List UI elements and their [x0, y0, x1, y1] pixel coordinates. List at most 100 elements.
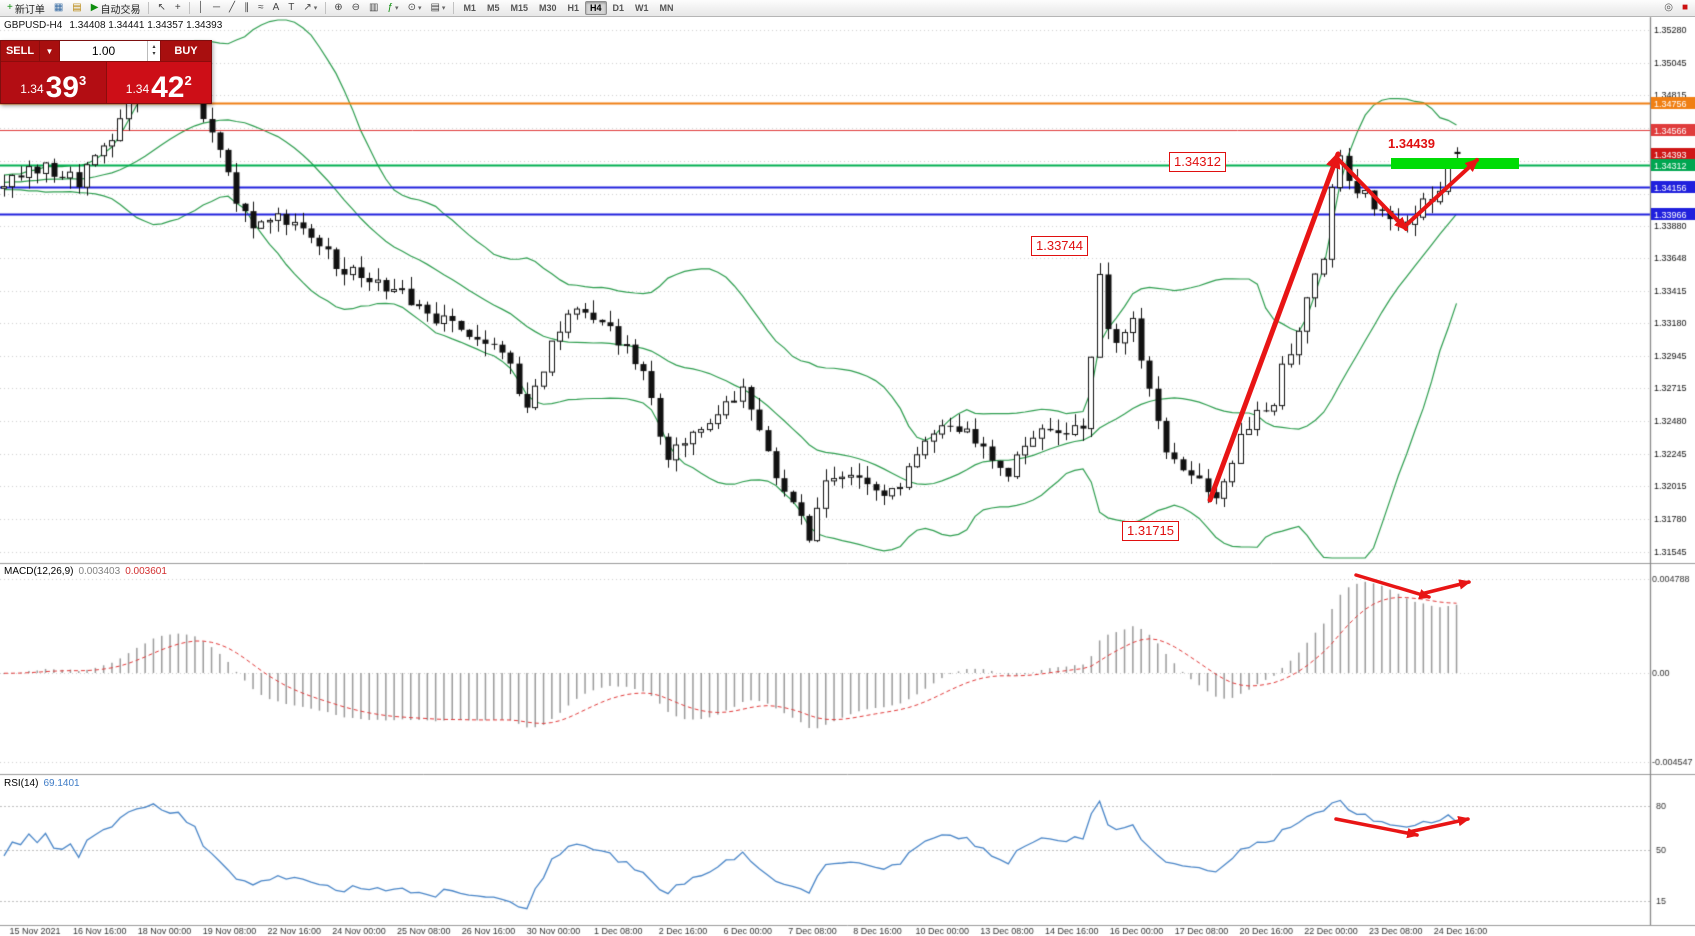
macd-indicator-label: MACD(12,26,9) 0.003403 0.003601 — [4, 566, 167, 577]
timeframe-button-d1[interactable]: D1 — [612, 3, 625, 13]
rsi-value: 69.1401 — [43, 778, 80, 789]
macd-value-signal: 0.003601 — [125, 566, 167, 577]
highlight-zone[interactable] — [1391, 158, 1519, 169]
trendline-icon: ╱ — [229, 2, 236, 13]
periods-button[interactable]: ⊙ ▾ — [404, 1, 426, 16]
tile-windows-button[interactable]: ▥ — [365, 1, 382, 16]
text-icon: A — [272, 2, 280, 13]
zoom-in-button[interactable]: ⊕ — [330, 1, 346, 16]
horizontal-line-icon: ─ — [212, 2, 221, 13]
auto-trading-button[interactable]: ▶ 自动交易 — [87, 1, 145, 16]
symbol-period-label: GBPUSD-H4 — [4, 20, 63, 31]
timeframe-button-m5[interactable]: M5 — [486, 3, 500, 13]
volume-field: ▴▾ — [59, 41, 161, 61]
periods-icon: ⊙ — [407, 2, 416, 13]
arrows-icon: ↗ — [303, 2, 312, 13]
chart-window-icon: ▦ — [53, 2, 64, 13]
price-annotation[interactable]: 1.31715 — [1122, 521, 1179, 541]
new-order-icon: + — [7, 2, 13, 13]
order-type-dropdown[interactable]: ▼ — [39, 41, 59, 61]
timeframe-button-mn[interactable]: MN — [659, 3, 674, 13]
sell-price-big: 39 — [45, 70, 79, 104]
macd-value-main: 0.003403 — [78, 566, 121, 577]
price-annotation[interactable]: 1.34312 — [1169, 152, 1226, 172]
buy-price-display[interactable]: 1.34 42 2 — [105, 62, 211, 104]
sell-price-base: 1.34 — [20, 82, 44, 96]
price-annotation[interactable]: 1.33744 — [1031, 236, 1088, 256]
zoom-in-icon: ⊕ — [334, 2, 343, 13]
buy-button[interactable]: BUY — [161, 41, 211, 61]
timeframe-button-w1[interactable]: W1 — [635, 3, 649, 13]
text-button[interactable]: A — [269, 1, 284, 16]
auto-trading-icon: ▶ — [90, 2, 99, 13]
arrows-button[interactable]: ↗ ▾ — [299, 1, 321, 16]
profiles-icon: ▤ — [72, 2, 82, 13]
record-marker-icon[interactable]: ■ — [1678, 1, 1692, 16]
chevron-down-icon: ▾ — [395, 5, 399, 12]
label-icon: T — [288, 2, 295, 13]
timeframe-button-m15[interactable]: M15 — [510, 3, 528, 13]
chart-ohlc-title: GBPUSD-H4 1.34408 1.34441 1.34357 1.34393 — [4, 20, 229, 31]
record-marker-icon-icon: ■ — [1681, 2, 1688, 13]
toolbar: + 新订单 ▦ ▤ ▶ 自动交易 ↖ + │ ─ ╱ ∥ ≈ A T ↗ ▾ ⊕ ⊖ ▥ ƒ ▾ ⊙ ▾ ▤ ▾ M1 M5 M15 M3… — [0, 0, 1695, 17]
indicators-icon: ƒ — [387, 2, 394, 13]
cursor-icon: ↖ — [157, 2, 166, 13]
toolbar-separator — [148, 2, 150, 14]
price-annotation[interactable]: 1.34439 — [1388, 136, 1435, 151]
chart-window-button[interactable]: ▦ — [50, 1, 67, 16]
crosshair-button[interactable]: + — [171, 1, 185, 16]
rsi-indicator-label: RSI(14) 69.1401 — [4, 778, 80, 789]
trade-prices-row: 1.34 39 3 1.34 42 2 — [1, 62, 211, 103]
search-button[interactable]: ◎ — [1660, 1, 1677, 16]
sell-button[interactable]: SELL — [1, 41, 39, 61]
zoom-out-icon: ⊖ — [351, 2, 361, 13]
timeframe-button-m1[interactable]: M1 — [463, 3, 476, 13]
toolbar-separator — [188, 2, 190, 14]
toolbar-separator — [453, 2, 455, 14]
vertical-line-icon: │ — [197, 2, 204, 13]
trade-controls-row: SELL ▼ ▴▾ BUY — [1, 41, 211, 62]
volume-stepper[interactable]: ▴ ▾ — [147, 41, 160, 61]
auto-trading-button-label: 自动交易 — [100, 4, 141, 16]
trendline-button[interactable]: ╱ — [225, 1, 239, 16]
channel-icon: ∥ — [244, 2, 250, 13]
vertical-line-button[interactable]: │ — [194, 1, 208, 16]
profiles-button[interactable]: ▤ — [68, 1, 85, 16]
cursor-button[interactable]: ↖ — [153, 1, 169, 16]
chevron-down-icon: ▾ — [313, 5, 318, 12]
sell-price-display[interactable]: 1.34 39 3 — [1, 62, 106, 103]
rsi-name: RSI(14) — [4, 778, 39, 789]
templates-icon: ▤ — [430, 2, 440, 13]
buy-price-big: 42 — [151, 70, 185, 104]
chevron-down-icon: ▾ — [417, 5, 422, 12]
channel-button[interactable]: ∥ — [240, 1, 253, 16]
search-icon: ◎ — [1664, 2, 1673, 13]
buy-price-pip: 2 — [184, 73, 192, 88]
templates-button[interactable]: ▤ ▾ — [426, 1, 449, 16]
new-order-button-label: 新订单 — [14, 4, 45, 16]
timeframe-button-h1[interactable]: H1 — [567, 3, 580, 13]
volume-up-icon[interactable]: ▴ — [152, 44, 156, 51]
fibonacci-button[interactable]: ≈ — [254, 1, 268, 16]
macd-name: MACD(12,26,9) — [4, 566, 74, 577]
timeframe-button-h4[interactable]: H4 — [585, 1, 607, 15]
new-order-button[interactable]: + 新订单 — [3, 1, 49, 16]
volume-down-icon[interactable]: ▾ — [152, 51, 156, 57]
chevron-down-icon: ▾ — [441, 5, 446, 12]
horizontal-line-button[interactable]: ─ — [209, 1, 224, 16]
sell-price-pip: 3 — [79, 73, 87, 88]
indicators-button[interactable]: ƒ ▾ — [383, 1, 402, 16]
fibonacci-icon: ≈ — [258, 2, 264, 13]
timeframe-button-m30[interactable]: M30 — [538, 3, 557, 13]
tile-windows-icon: ▥ — [369, 2, 379, 13]
label-button[interactable]: T — [284, 1, 298, 16]
crosshair-icon: + — [174, 2, 181, 13]
toolbar-separator — [325, 2, 327, 14]
ohlc-values: 1.34408 1.34441 1.34357 1.34393 — [69, 20, 223, 31]
buy-price-base: 1.34 — [125, 82, 150, 96]
volume-input[interactable] — [60, 41, 147, 61]
zoom-out-button[interactable]: ⊖ — [348, 1, 364, 16]
